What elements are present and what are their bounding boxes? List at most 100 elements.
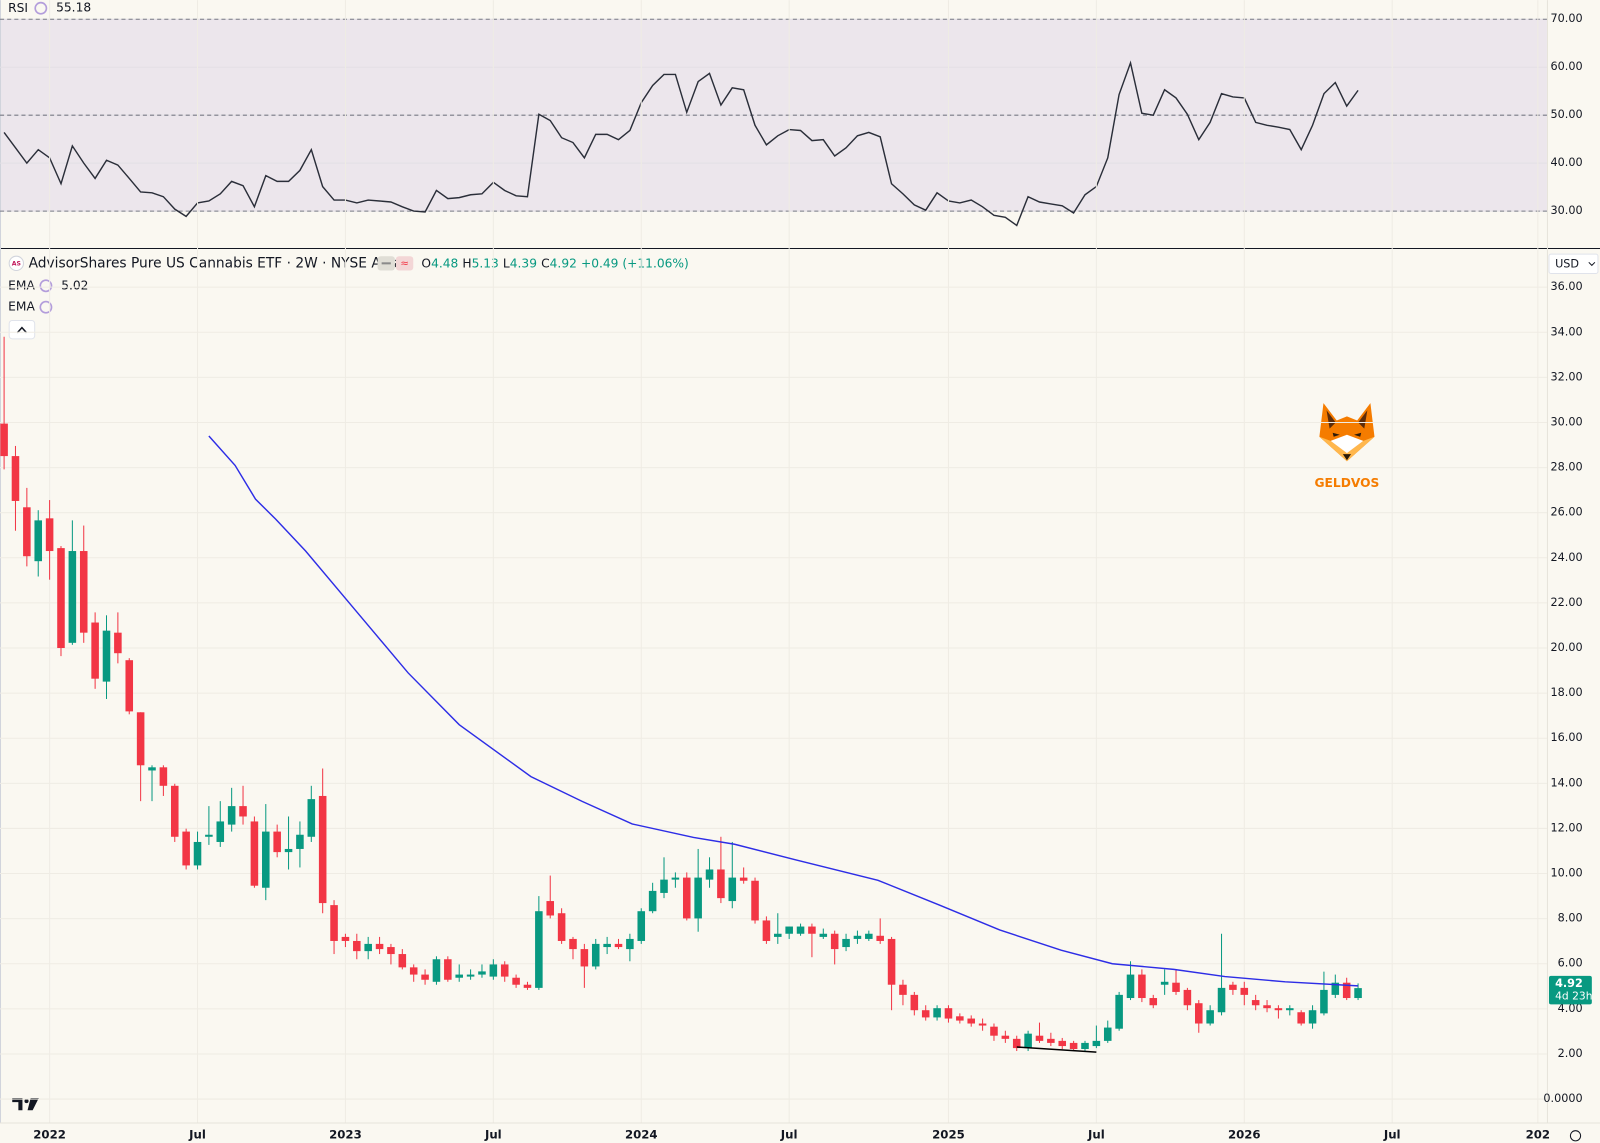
candle-body <box>1274 1008 1283 1011</box>
candle-body <box>1069 1042 1078 1049</box>
candle-body <box>102 630 111 682</box>
x-tick-label: 202 <box>1526 1127 1550 1141</box>
ohlc-value: 4.39 <box>510 256 537 270</box>
candle-body <box>364 943 372 952</box>
candle-body <box>1342 982 1351 999</box>
y-tick-label: 70.00 <box>1551 12 1583 25</box>
candle-body <box>398 954 407 968</box>
candle-body <box>671 877 680 880</box>
badge[interactable] <box>395 256 414 271</box>
settings-icon[interactable] <box>39 300 53 314</box>
candle-body <box>307 799 316 837</box>
candle-body <box>1001 1035 1010 1039</box>
candle-body <box>774 933 782 937</box>
x-tick-label: Jul <box>188 1127 206 1141</box>
price-tag <box>1548 975 1592 1005</box>
y-tick-label: 2.00 <box>1558 1047 1583 1060</box>
candle-body <box>159 767 168 786</box>
currency-button[interactable] <box>1548 253 1599 275</box>
x-tick-label: Jul <box>1087 1127 1105 1141</box>
candle-body <box>193 841 202 866</box>
candle-body <box>23 507 31 557</box>
candle-body <box>341 936 350 941</box>
candle-body <box>1160 981 1169 985</box>
ohlc-value: 4.48 <box>431 256 458 270</box>
candle-body <box>296 834 304 849</box>
candle-body <box>762 920 771 941</box>
y-tick-label: 36.00 <box>1551 280 1583 293</box>
candle-body <box>1229 984 1237 990</box>
candle-body <box>1047 1038 1055 1043</box>
candle-body <box>717 869 725 899</box>
rsi-line <box>3 60 1359 227</box>
candle-body <box>1331 982 1340 995</box>
rsi-name: RSI <box>8 1 28 15</box>
candle-body <box>432 959 441 982</box>
candle-body <box>57 548 65 649</box>
x-tick-label: 2022 <box>33 1127 66 1141</box>
y-tick-label: 8.00 <box>1558 912 1583 925</box>
candle-body <box>1263 1005 1271 1009</box>
chart-title: AdvisorShares Pure US Cannabis ETF · 2W … <box>29 255 403 271</box>
candle-body <box>444 959 452 980</box>
y-tick-label: 40.00 <box>1551 156 1583 169</box>
candle-body <box>614 943 623 948</box>
candle-body <box>899 984 907 995</box>
settings-icon[interactable] <box>39 279 53 293</box>
collapse-button[interactable] <box>8 319 36 340</box>
candle-body <box>876 935 884 941</box>
candle-body <box>1126 974 1135 999</box>
candle-body <box>91 622 99 679</box>
candle-body <box>808 926 816 934</box>
candle-body <box>421 974 429 980</box>
candle-body <box>1240 987 1249 995</box>
y-tick-label: 14.00 <box>1551 776 1583 789</box>
candle-body <box>1092 1040 1101 1047</box>
candle-body <box>990 1026 998 1036</box>
y-tick-label: 18.00 <box>1551 686 1583 699</box>
ema-legend: EMA <box>8 278 35 292</box>
y-tick-label: 26.00 <box>1551 506 1583 519</box>
y-tick-label: 0.0000 <box>1543 1092 1582 1105</box>
candle-body <box>375 943 384 950</box>
currency[interactable]: USD <box>1555 257 1579 270</box>
y-tick-label: 50.00 <box>1551 108 1583 121</box>
candle-body <box>11 456 20 501</box>
candle-body <box>387 947 395 955</box>
change: +0.49 (+11.06%) <box>581 256 689 270</box>
candle-body <box>170 785 179 837</box>
candle-body <box>682 877 691 919</box>
candle-body <box>1149 998 1158 1006</box>
candle-body <box>1012 1038 1021 1049</box>
candle-body <box>921 1010 930 1018</box>
candle-body <box>125 660 134 712</box>
candle-body <box>967 1018 975 1024</box>
y-tick-label: 28.00 <box>1551 461 1583 474</box>
candle-body <box>535 911 543 988</box>
ohlc-label: L <box>503 256 510 270</box>
candle-body <box>0 423 8 457</box>
candle-body <box>739 877 748 881</box>
settings-icon[interactable] <box>34 1 48 15</box>
candle-body <box>1297 1012 1305 1024</box>
candle-body <box>1081 1042 1089 1049</box>
candle-body <box>500 964 509 977</box>
candle-body <box>250 821 259 886</box>
symbol-icon <box>8 255 24 271</box>
candle-body <box>1251 1000 1260 1006</box>
candle-body <box>591 943 600 967</box>
x-tick-label: 2026 <box>1228 1127 1261 1141</box>
candle-body <box>478 971 486 975</box>
price-tag-value: 4.92 <box>1555 977 1583 990</box>
candle-body <box>1172 982 1180 992</box>
watermark-text: GELDVOS <box>1315 476 1380 490</box>
candle-body <box>785 926 793 934</box>
candle-body <box>546 901 555 916</box>
candle-body <box>1194 1003 1203 1024</box>
candle-body <box>1024 1033 1032 1049</box>
candle-body <box>603 943 611 948</box>
candle-body <box>227 806 236 825</box>
settings-icon[interactable] <box>1569 1130 1582 1142</box>
candle-body <box>1183 989 1192 1006</box>
